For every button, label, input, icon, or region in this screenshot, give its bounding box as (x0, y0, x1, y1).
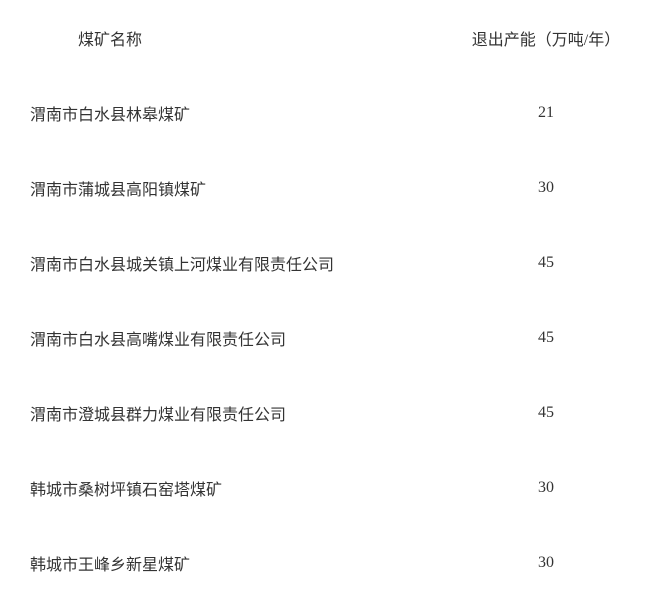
mine-name: 渭南市白水县高嘴煤业有限责任公司 (30, 326, 286, 350)
mine-name: 渭南市蒲城县高阳镇煤矿 (30, 176, 206, 200)
header-name-cell: 煤矿名称 (0, 26, 440, 50)
capacity-cell: 30 (440, 554, 652, 572)
capacity-cell: 45 (440, 254, 652, 272)
mine-capacity: 30 (538, 554, 554, 572)
mine-capacity: 45 (538, 254, 554, 272)
mine-name: 渭南市澄城县群力煤业有限责任公司 (30, 401, 286, 425)
mine-capacity: 30 (538, 479, 554, 497)
header-capacity-cell: 退出产能（万吨/年） (440, 26, 652, 50)
name-cell: 渭南市澄城县群力煤业有限责任公司 (0, 401, 440, 425)
table-row: 韩城市王峰乡新星煤矿 30 (0, 525, 652, 600)
table-row: 渭南市蒲城县高阳镇煤矿 30 (0, 150, 652, 225)
mine-name: 渭南市白水县林皋煤矿 (30, 101, 190, 125)
mine-capacity: 45 (538, 404, 554, 422)
capacity-cell: 45 (440, 329, 652, 347)
header-capacity-label: 退出产能（万吨/年） (472, 26, 620, 50)
capacity-cell: 30 (440, 479, 652, 497)
table-row: 渭南市白水县林皋煤矿 21 (0, 75, 652, 150)
header-name-label: 煤矿名称 (78, 26, 142, 50)
name-cell: 渭南市白水县城关镇上河煤业有限责任公司 (0, 251, 440, 275)
name-cell: 渭南市白水县高嘴煤业有限责任公司 (0, 326, 440, 350)
name-cell: 渭南市蒲城县高阳镇煤矿 (0, 176, 440, 200)
name-cell: 韩城市桑树坪镇石窑塔煤矿 (0, 476, 440, 500)
table-header-row: 煤矿名称 退出产能（万吨/年） (0, 0, 652, 75)
table-row: 渭南市白水县高嘴煤业有限责任公司 45 (0, 300, 652, 375)
mine-name: 韩城市王峰乡新星煤矿 (30, 551, 190, 575)
table-row: 渭南市澄城县群力煤业有限责任公司 45 (0, 375, 652, 450)
mine-name: 韩城市桑树坪镇石窑塔煤矿 (30, 476, 222, 500)
table-row: 渭南市白水县城关镇上河煤业有限责任公司 45 (0, 225, 652, 300)
capacity-cell: 45 (440, 404, 652, 422)
mine-capacity: 21 (538, 104, 554, 122)
mine-name: 渭南市白水县城关镇上河煤业有限责任公司 (30, 251, 334, 275)
capacity-cell: 21 (440, 104, 652, 122)
mine-capacity: 30 (538, 179, 554, 197)
table-row: 韩城市桑树坪镇石窑塔煤矿 30 (0, 450, 652, 525)
mine-capacity: 45 (538, 329, 554, 347)
name-cell: 韩城市王峰乡新星煤矿 (0, 551, 440, 575)
coal-mine-table: 煤矿名称 退出产能（万吨/年） 渭南市白水县林皋煤矿 21 渭南市蒲城县高阳镇煤… (0, 0, 652, 600)
name-cell: 渭南市白水县林皋煤矿 (0, 101, 440, 125)
capacity-cell: 30 (440, 179, 652, 197)
